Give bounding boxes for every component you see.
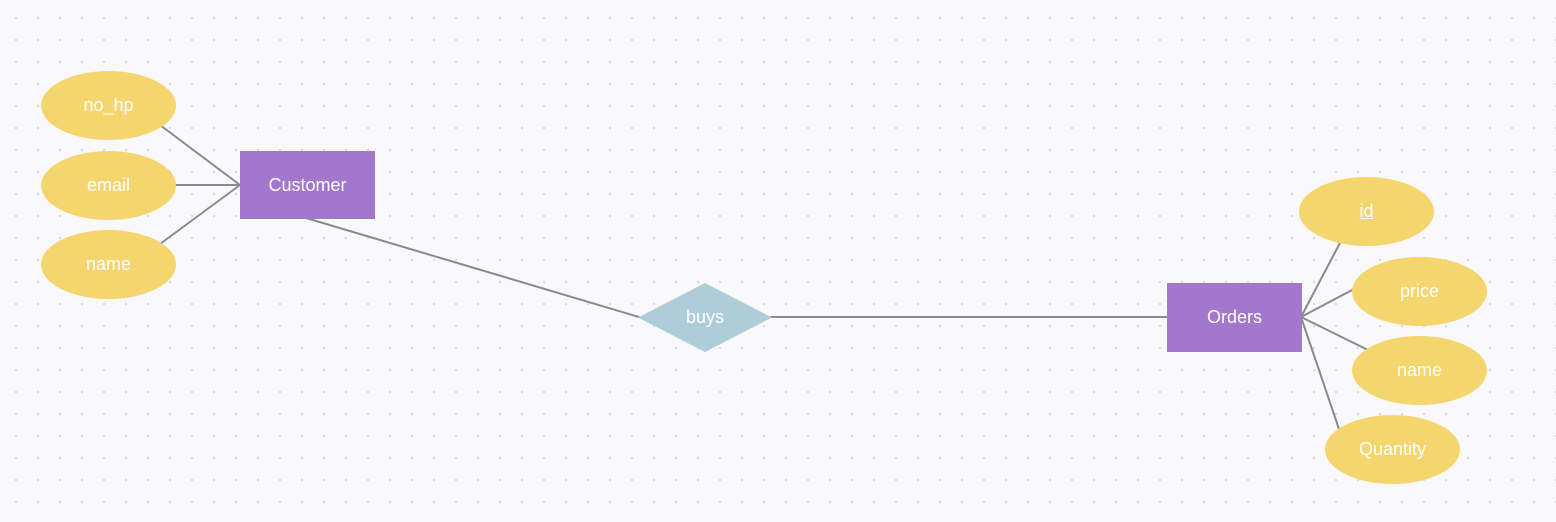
attribute-no-hp-label: no_hp: [83, 95, 134, 115]
attribute-customer-name[interactable]: name: [41, 230, 176, 299]
attribute-orders-name-label: name: [1396, 360, 1443, 380]
attribute-price[interactable]: price: [1352, 257, 1487, 326]
attribute-email[interactable]: email: [41, 151, 176, 220]
attribute-quantity-label: Quantity: [1358, 439, 1427, 459]
attribute-quantity[interactable]: Quantity: [1325, 415, 1460, 484]
connector-orders-price[interactable]: [1300, 288, 1355, 318]
connector-orders-name[interactable]: [1300, 316, 1369, 351]
entity-customer[interactable]: Customer: [240, 151, 375, 219]
connector-customer-name[interactable]: [159, 184, 241, 245]
connector-orders-quantity[interactable]: [1300, 316, 1340, 430]
entity-orders[interactable]: Orders: [1167, 283, 1302, 352]
attribute-orders-name[interactable]: name: [1352, 336, 1487, 405]
attribute-price-label: price: [1399, 281, 1439, 301]
entity-orders-label: Orders: [1206, 307, 1262, 327]
attribute-no-hp[interactable]: no_hp: [41, 71, 176, 140]
attribute-id[interactable]: id: [1299, 177, 1434, 246]
attribute-customer-name-label: name: [85, 254, 132, 274]
connector-customer-no-hp[interactable]: [159, 124, 241, 186]
entity-customer-label: Customer: [268, 174, 347, 195]
attribute-id-label: id: [1359, 201, 1374, 221]
connector-orders-id[interactable]: [1300, 240, 1342, 318]
connector-customer-buys[interactable]: [305, 217, 640, 318]
attribute-email-label: email: [86, 175, 130, 195]
relationship-buys-label: buys: [685, 307, 725, 327]
